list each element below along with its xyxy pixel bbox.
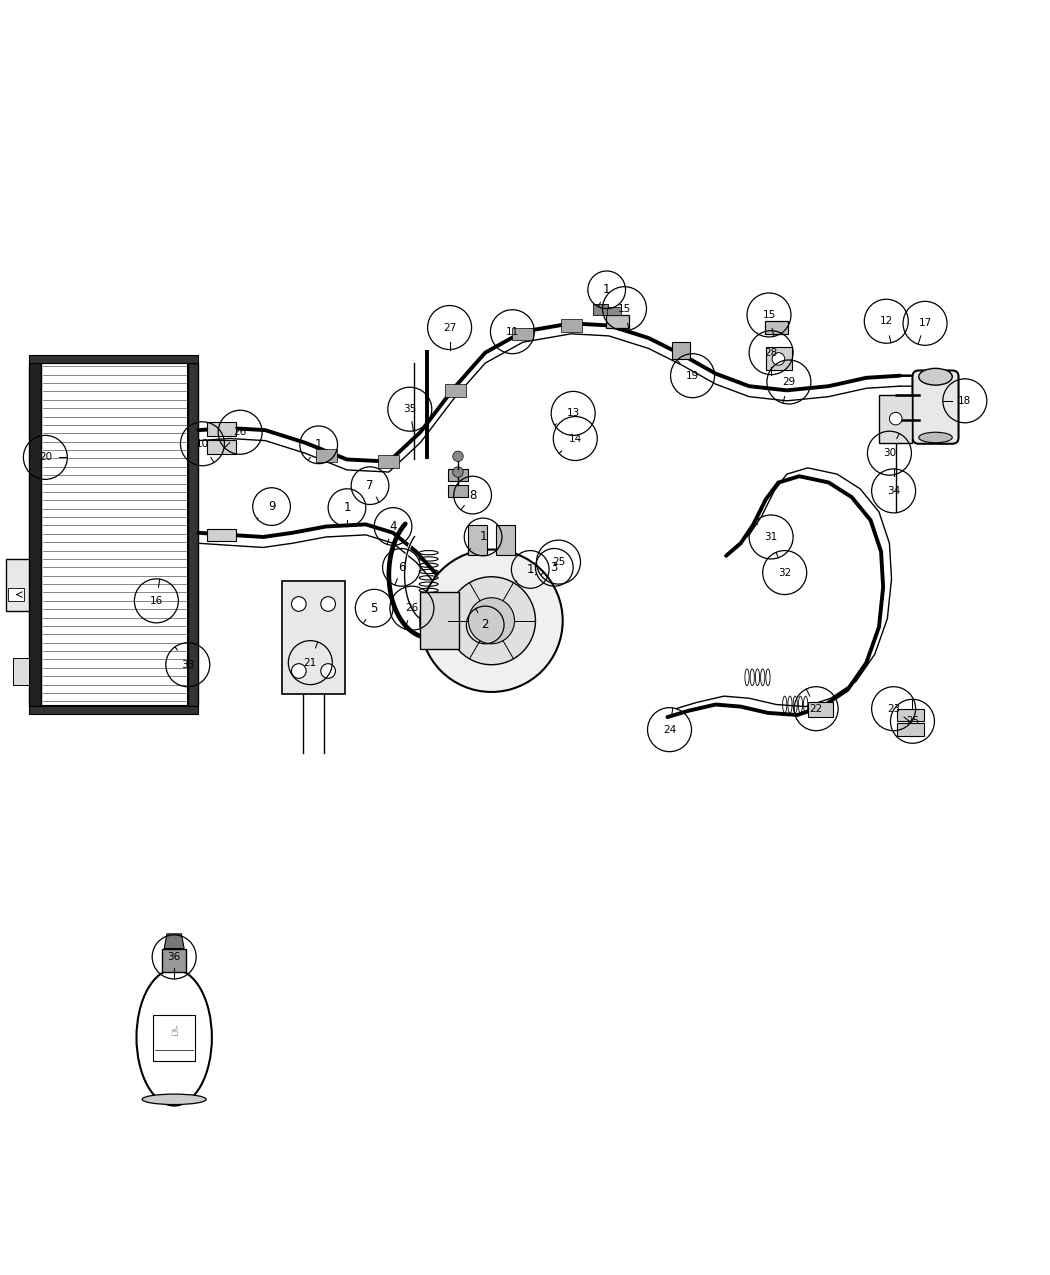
Bar bbox=[207, 440, 236, 454]
Circle shape bbox=[321, 597, 335, 611]
Circle shape bbox=[292, 664, 307, 678]
Text: 5: 5 bbox=[371, 602, 378, 615]
Text: 4: 4 bbox=[390, 520, 397, 533]
Text: 1: 1 bbox=[603, 283, 610, 296]
Text: 32: 32 bbox=[778, 567, 792, 578]
Circle shape bbox=[453, 451, 463, 462]
Circle shape bbox=[772, 353, 784, 365]
Bar bbox=[316, 449, 336, 462]
Text: 17: 17 bbox=[919, 319, 931, 329]
Bar bbox=[447, 484, 468, 497]
Text: 29: 29 bbox=[782, 377, 796, 388]
Text: 12: 12 bbox=[880, 316, 892, 326]
Bar bbox=[207, 529, 236, 541]
Text: 26: 26 bbox=[405, 603, 419, 613]
Text: 15: 15 bbox=[762, 310, 776, 320]
Text: 1: 1 bbox=[526, 564, 534, 576]
Text: 35: 35 bbox=[403, 404, 417, 414]
FancyBboxPatch shape bbox=[162, 949, 186, 972]
Bar bbox=[496, 525, 514, 555]
Text: 23: 23 bbox=[887, 704, 900, 714]
Circle shape bbox=[292, 597, 307, 611]
Bar bbox=[5, 558, 28, 611]
Bar bbox=[807, 703, 833, 717]
FancyBboxPatch shape bbox=[282, 581, 344, 694]
Text: 15: 15 bbox=[617, 303, 631, 314]
Text: 2: 2 bbox=[482, 618, 489, 631]
Bar bbox=[188, 363, 198, 705]
Text: 30: 30 bbox=[883, 449, 896, 458]
Bar bbox=[593, 305, 608, 315]
Bar bbox=[447, 469, 468, 482]
Circle shape bbox=[889, 412, 902, 425]
Ellipse shape bbox=[919, 368, 952, 385]
Bar bbox=[512, 328, 533, 340]
FancyBboxPatch shape bbox=[912, 371, 959, 444]
Text: 8: 8 bbox=[469, 488, 477, 501]
Bar bbox=[765, 347, 792, 371]
Bar bbox=[561, 319, 582, 332]
Text: 22: 22 bbox=[810, 704, 823, 714]
Text: 6: 6 bbox=[398, 561, 405, 574]
Circle shape bbox=[420, 550, 563, 692]
Circle shape bbox=[453, 467, 463, 477]
Text: ☝: ☝ bbox=[170, 1026, 178, 1039]
Ellipse shape bbox=[136, 969, 212, 1105]
Polygon shape bbox=[164, 933, 184, 949]
Bar bbox=[420, 593, 460, 649]
Text: 20: 20 bbox=[39, 453, 51, 463]
Text: 13: 13 bbox=[567, 408, 580, 418]
Circle shape bbox=[447, 576, 536, 664]
Bar bbox=[207, 422, 236, 436]
Ellipse shape bbox=[142, 1094, 206, 1104]
Bar bbox=[153, 1015, 195, 1061]
Text: 24: 24 bbox=[663, 724, 676, 734]
Text: 25: 25 bbox=[552, 557, 565, 567]
Bar bbox=[672, 342, 691, 360]
Text: 1: 1 bbox=[315, 439, 322, 451]
FancyBboxPatch shape bbox=[879, 394, 912, 442]
Bar bbox=[13, 658, 28, 685]
Bar bbox=[28, 354, 198, 363]
Text: 9: 9 bbox=[268, 500, 275, 513]
Text: 27: 27 bbox=[443, 323, 456, 333]
Text: 10: 10 bbox=[196, 439, 209, 449]
Bar bbox=[28, 363, 41, 705]
Text: 1: 1 bbox=[343, 501, 351, 514]
Circle shape bbox=[468, 598, 514, 644]
Bar bbox=[28, 705, 198, 714]
Bar bbox=[607, 306, 622, 315]
Text: 3: 3 bbox=[550, 561, 558, 574]
Text: 28: 28 bbox=[764, 348, 778, 358]
Text: 19: 19 bbox=[686, 371, 699, 381]
Text: 21: 21 bbox=[303, 658, 317, 668]
Text: 34: 34 bbox=[887, 486, 900, 496]
Bar bbox=[897, 709, 924, 722]
Bar bbox=[606, 315, 629, 328]
Bar bbox=[468, 525, 487, 555]
Ellipse shape bbox=[919, 432, 952, 442]
Text: 26: 26 bbox=[233, 427, 247, 437]
Circle shape bbox=[321, 664, 335, 678]
Text: 1: 1 bbox=[480, 530, 487, 543]
Bar bbox=[378, 455, 399, 468]
Text: 11: 11 bbox=[506, 326, 519, 337]
Text: 18: 18 bbox=[959, 395, 971, 405]
Text: 33: 33 bbox=[182, 659, 194, 669]
Bar bbox=[897, 723, 924, 736]
Text: 7: 7 bbox=[366, 479, 374, 492]
Bar bbox=[764, 321, 788, 334]
Bar bbox=[41, 363, 188, 705]
Text: 36: 36 bbox=[168, 952, 181, 961]
Text: 25: 25 bbox=[906, 717, 919, 727]
Text: 31: 31 bbox=[764, 532, 778, 542]
Text: 16: 16 bbox=[150, 595, 163, 606]
Text: 14: 14 bbox=[569, 434, 582, 444]
Bar bbox=[7, 588, 24, 601]
Bar bbox=[445, 384, 466, 397]
